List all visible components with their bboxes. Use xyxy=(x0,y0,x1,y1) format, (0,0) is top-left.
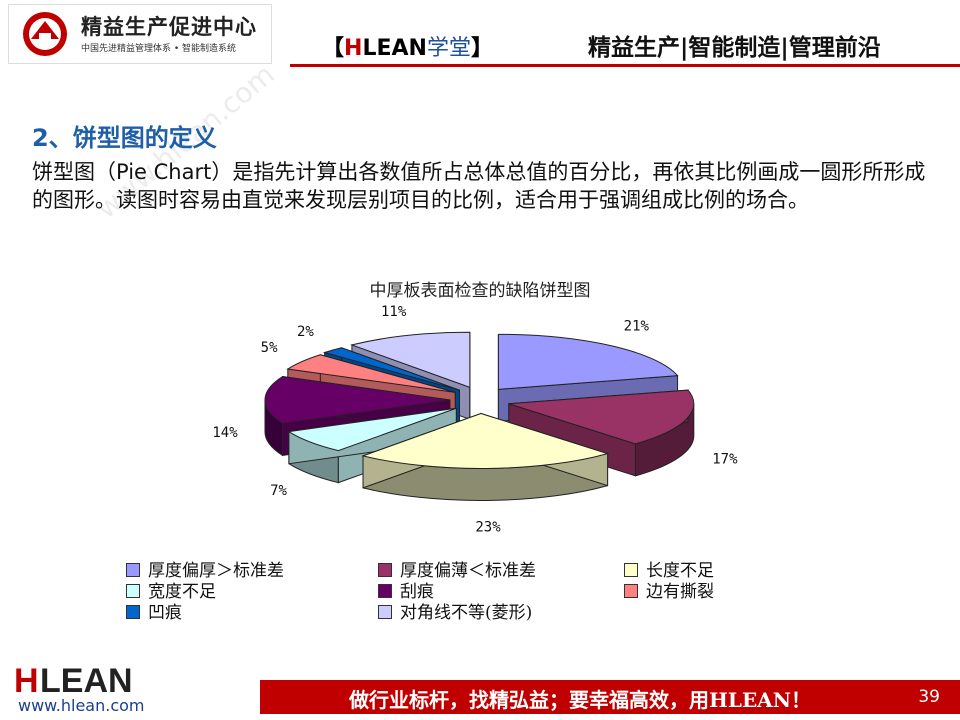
legend-label-5: 边有撕裂 xyxy=(646,582,714,602)
section-title: 2、饼型图的定义 xyxy=(32,124,217,152)
pie-label-1: 17% xyxy=(712,451,738,467)
legend-swatch-2 xyxy=(624,562,638,577)
pie-label-7: 11% xyxy=(381,304,407,320)
pie-label-0: 21% xyxy=(624,318,650,334)
definition-paragraph: 饼型图（Pie Chart）是指先计算出各数值所占总体总值的百分比，再依其比例画… xyxy=(32,160,926,212)
legend-item-0: 厚度偏厚＞标准差 xyxy=(126,556,284,581)
brand-bracket-open: 【 xyxy=(322,36,345,61)
legend-swatch-0 xyxy=(126,562,140,577)
legend-label-1: 厚度偏薄＜标准差 xyxy=(400,561,536,581)
pie-label-4: 14% xyxy=(212,425,238,441)
brand-title: 【HLEAN学堂】 xyxy=(322,30,493,62)
pie-label-2: 23% xyxy=(475,519,501,535)
legend-item-5: 边有撕裂 xyxy=(624,577,714,602)
legend-swatch-7 xyxy=(378,604,392,619)
legend-item-7: 对角线不等(菱形) xyxy=(378,598,532,623)
legend-swatch-3 xyxy=(126,583,140,598)
brand-tail: 学堂 xyxy=(426,36,471,61)
footer-url[interactable]: www.hlean.com xyxy=(18,696,145,715)
legend-label-0: 厚度偏厚＞标准差 xyxy=(148,561,284,581)
pie-label-5: 5% xyxy=(261,340,278,356)
svg-text:LEAN: LEAN xyxy=(40,662,133,698)
legend-label-3: 宽度不足 xyxy=(148,582,216,602)
legend-item-2: 长度不足 xyxy=(624,556,714,581)
legend-label-6: 凹痕 xyxy=(148,603,182,623)
legend-item-6: 凹痕 xyxy=(126,598,182,623)
legend-swatch-5 xyxy=(624,583,638,598)
header-divider xyxy=(290,64,960,67)
brand-h: H xyxy=(344,36,363,61)
hlean-footer-logo-icon: H LEAN xyxy=(14,662,133,698)
brand-bracket-close: 】 xyxy=(470,36,493,61)
svg-text:H: H xyxy=(14,662,39,698)
footer-bar: 做行业标杆，找精弘益；要幸福高效，用HLEAN！ 39 xyxy=(260,680,960,714)
footer-slogan: 做行业标杆，找精弘益；要幸福高效，用HLEAN！ xyxy=(348,688,811,712)
header-slogan: 精益生产|智能制造|管理前沿 xyxy=(588,35,881,61)
legend-item-1: 厚度偏薄＜标准差 xyxy=(378,556,536,581)
pie-slice-2 xyxy=(361,412,610,501)
header: 精益生产促进中心 中国先进精益管理体系 • 智能制造系统 【HLEAN学堂】 精… xyxy=(0,0,960,80)
logo-subtitle: 中国先进精益管理体系 • 智能制造系统 xyxy=(81,44,237,54)
page-number: 39 xyxy=(918,687,940,707)
legend-label-7: 对角线不等(菱形) xyxy=(400,603,533,623)
legend-item-3: 宽度不足 xyxy=(126,577,216,602)
pie-label-6: 2% xyxy=(297,324,314,340)
legend-label-2: 长度不足 xyxy=(646,561,714,581)
legend-label-4: 刮痕 xyxy=(400,582,434,602)
logo-emblem-icon xyxy=(23,12,67,56)
brand-lean: LEAN xyxy=(362,36,427,61)
legend-swatch-1 xyxy=(378,562,392,577)
pie-label-3: 7% xyxy=(270,483,287,499)
company-logo: 精益生产促进中心 中国先进精益管理体系 • 智能制造系统 xyxy=(8,4,272,64)
chart-title: 中厚板表面检查的缺陷饼型图 xyxy=(369,281,591,301)
logo-name: 精益生产促进中心 xyxy=(81,15,257,39)
legend-swatch-4 xyxy=(378,583,392,598)
legend-swatch-6 xyxy=(126,604,140,619)
legend-item-4: 刮痕 xyxy=(378,577,434,602)
